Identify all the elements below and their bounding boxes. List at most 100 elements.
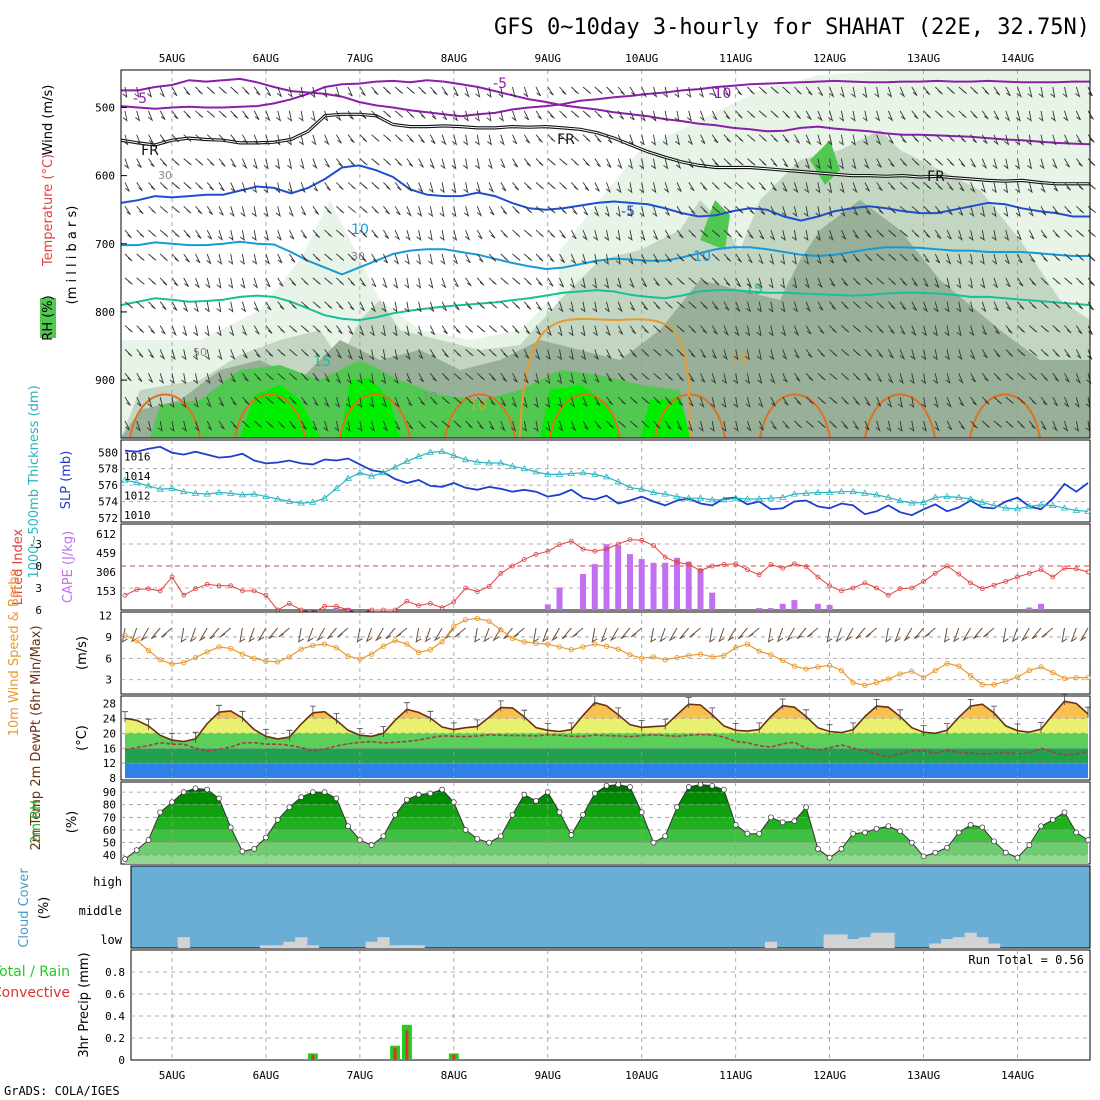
cloud-label: Cloud Cover: [17, 868, 32, 948]
wind-barb: [159, 253, 168, 262]
wind-barb: [711, 86, 717, 98]
wind-barb: [932, 349, 938, 361]
wind-barb: [322, 86, 328, 98]
wind-barb: [676, 420, 682, 431]
wind-barb: [594, 373, 600, 383]
wind-barb: [476, 277, 485, 286]
rh2m-marker: [885, 823, 892, 830]
wind-barb: [298, 110, 304, 122]
upper-air-border: [120, 69, 1091, 439]
thickness-marker: [849, 487, 857, 495]
wind-barb: [524, 253, 533, 261]
wind-barb: [216, 277, 222, 289]
rh2m-marker: [368, 842, 375, 848]
temp-minmax-bar: [897, 709, 904, 721]
wind-barb: [441, 110, 448, 121]
wind-barb: [345, 397, 351, 408]
rh2m-marker: [615, 781, 622, 788]
warm-contour: [129, 393, 201, 438]
rh2m-marker: [908, 839, 915, 846]
wind-barb: [535, 349, 541, 361]
wind-barb: [817, 372, 826, 381]
wind-barb: [195, 158, 204, 166]
lifted-index-marker: [251, 588, 257, 594]
thickness-tick-label: 572: [98, 512, 118, 525]
wind10m-marker: [850, 679, 856, 686]
wind-barb: [535, 182, 544, 190]
wind-barb: [805, 349, 813, 358]
wind-barb: [205, 373, 211, 385]
wind-barb: [500, 420, 506, 432]
wind-barb: [676, 373, 684, 382]
rh2m-marker: [650, 839, 657, 846]
wind-barb: [805, 325, 812, 335]
wind-barb: [827, 206, 833, 218]
lifted-index-marker: [932, 570, 938, 576]
wind-barb: [970, 396, 977, 406]
wind-barb: [781, 349, 788, 360]
wind-barb: [265, 349, 274, 357]
wind10m-barb: [709, 627, 716, 643]
wind-barb: [464, 86, 470, 98]
thickness-marker: [508, 462, 517, 469]
wind-barb: [688, 301, 697, 309]
wind10m-barb: [600, 627, 607, 643]
wind-barb: [1050, 110, 1056, 122]
wind-barb: [1028, 420, 1036, 430]
rh2m-marker: [815, 846, 821, 852]
wind-barb: [640, 229, 646, 241]
wind-barb: [629, 372, 638, 381]
contour-label: -5: [133, 91, 147, 107]
wind-barb: [124, 182, 130, 192]
wind-barb: [252, 277, 259, 289]
cape-bar: [345, 608, 352, 610]
wind-barb: [664, 349, 674, 357]
wind-barb: [981, 110, 989, 120]
precip-tick-label: 0.4: [105, 1010, 125, 1023]
wind-barb: [1026, 110, 1032, 122]
wind-barb: [758, 420, 764, 431]
wind-barb: [780, 301, 786, 313]
precip-tick-label: 0.6: [105, 988, 125, 1001]
wind10m-barb: [433, 627, 443, 642]
wind-barb: [124, 229, 132, 239]
temp-minmax-bar: [944, 723, 951, 735]
warm-contour: [234, 393, 306, 438]
wind-barb: [675, 158, 682, 170]
wind-barb: [792, 277, 798, 289]
temp-minmax-bar: [262, 729, 269, 741]
wind-barb: [557, 397, 563, 408]
wind-barb: [276, 86, 283, 98]
wind-barb: [171, 158, 180, 166]
rh2m-tick-label: 90: [103, 786, 116, 799]
wind-barb: [228, 277, 234, 289]
lifted-index-marker: [134, 587, 140, 592]
wind-barb: [723, 110, 731, 120]
wind-barb: [545, 397, 551, 409]
wind-barb: [700, 229, 709, 238]
wind-barb: [1052, 206, 1060, 215]
wind-barb: [171, 110, 179, 120]
wind-barb: [488, 372, 497, 381]
bottom-date-label: 11AUG: [719, 1069, 752, 1082]
wind-barb: [782, 420, 790, 429]
wind-barb: [1004, 134, 1010, 146]
warm-contour: [969, 393, 1041, 438]
wind-barb: [970, 182, 976, 193]
rh2m-marker: [732, 822, 739, 828]
temp-minmax-bar: [591, 695, 598, 707]
wind-barb: [700, 325, 708, 334]
wind10m-marker: [122, 632, 128, 639]
wind10m-marker: [580, 644, 586, 650]
rh2m-marker: [1002, 849, 1009, 856]
wind-barb: [993, 110, 1000, 121]
precip-grid: [131, 950, 1090, 1060]
wind-barb: [183, 86, 191, 96]
lifted-index-marker: [850, 585, 856, 591]
wind-barb: [183, 182, 192, 190]
wind-barb: [733, 420, 739, 432]
wind-barb: [569, 301, 575, 313]
wind10m-marker: [192, 654, 199, 661]
wind-barb: [428, 277, 434, 289]
cloud-low-bar: [847, 939, 860, 948]
